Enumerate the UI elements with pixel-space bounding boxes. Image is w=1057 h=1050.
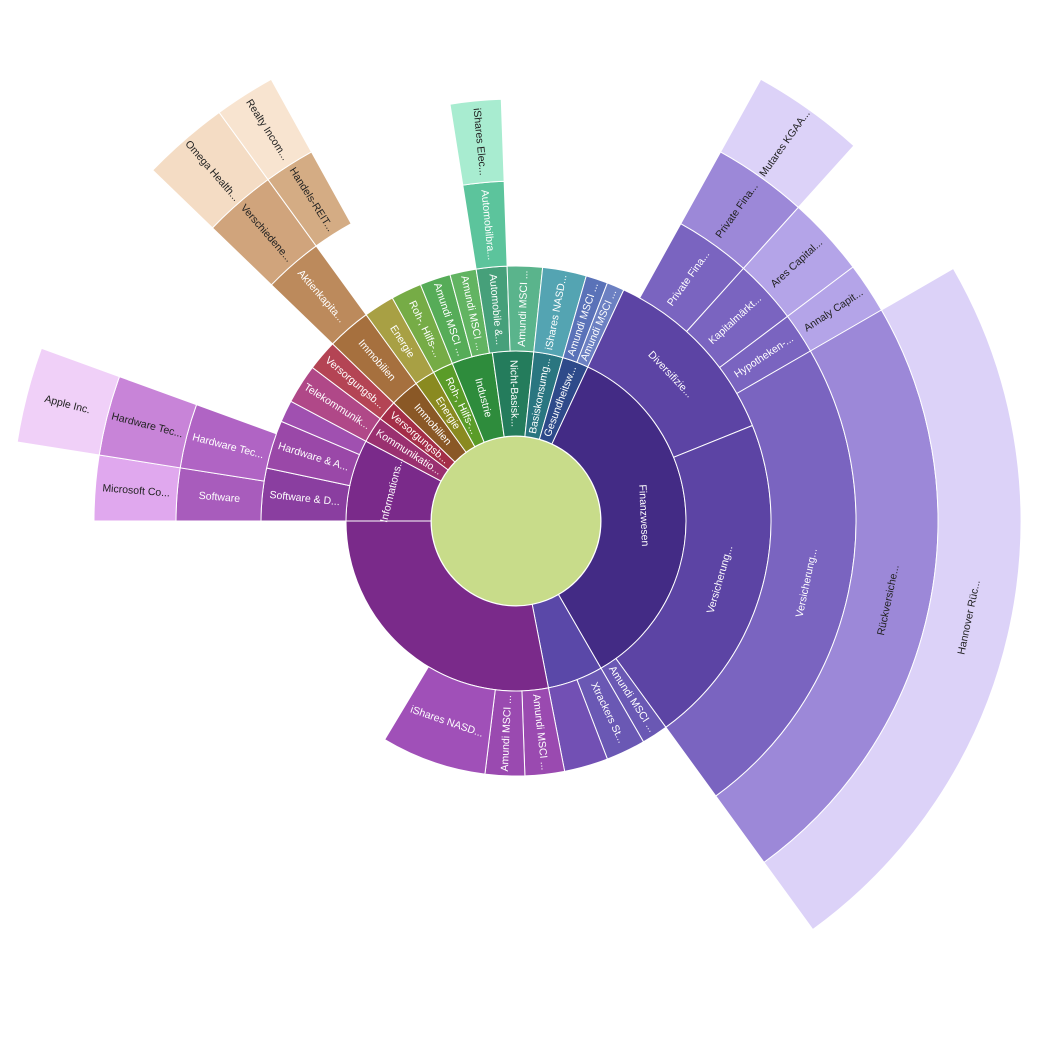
center-disc[interactable] xyxy=(430,435,602,607)
arcs-layer xyxy=(16,78,1022,931)
arc-ring5-hannover-rüc-57[interactable] xyxy=(763,267,1022,931)
arc-ring5-mutares-kgaa-56[interactable] xyxy=(719,78,855,209)
arc-ring2-ishares-nasd-35[interactable] xyxy=(383,666,496,775)
arc-ring3-hardware-tec-37[interactable] xyxy=(179,404,278,482)
arc-ring5-apple-inc-53[interactable] xyxy=(16,347,121,456)
arc-ring5-realty-incom-55[interactable] xyxy=(218,78,313,181)
arc-ring3-automobilbra-43[interactable] xyxy=(462,180,508,270)
arc-ring4-ishares-elec-52[interactable] xyxy=(449,98,505,186)
